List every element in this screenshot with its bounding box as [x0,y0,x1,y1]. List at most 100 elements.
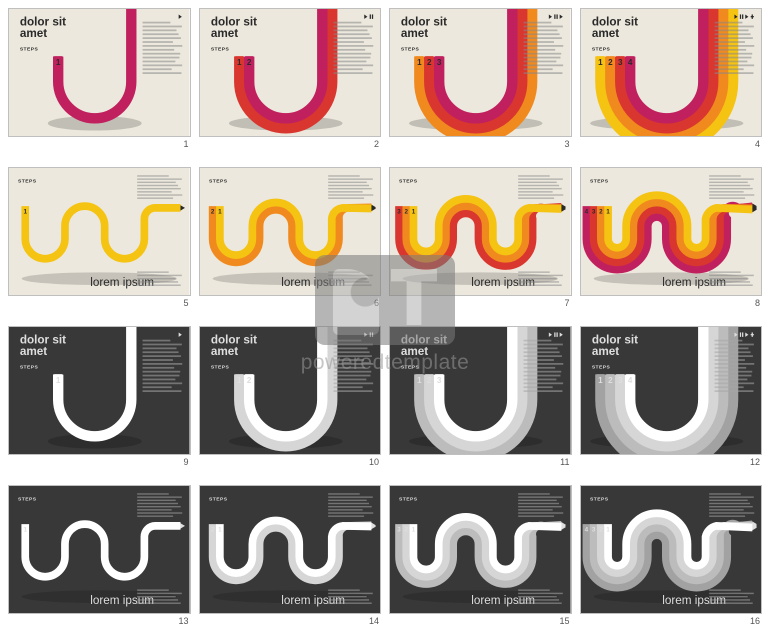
thumbnail-cell: 1234 STEPS lorem ipsum 16 [580,485,763,626]
thumbnail-cell: 1 dolor sit amet STEPS 9 [8,326,191,467]
svg-text:STEPS: STEPS [590,179,609,185]
svg-text:STEPS: STEPS [591,365,610,371]
svg-text:STEPS: STEPS [590,497,609,503]
svg-text:1: 1 [417,376,422,385]
slide-thumbnail[interactable]: 1 dolor sit amet STEPS [8,8,191,137]
svg-text:STEPS: STEPS [401,365,420,371]
svg-text:amet: amet [401,27,428,40]
svg-text:2: 2 [599,526,603,533]
svg-text:3: 3 [397,208,401,215]
slide-thumbnail[interactable]: 12 dolor sit amet STEPS [199,8,382,137]
svg-text:1: 1 [56,376,61,385]
slide-thumbnail[interactable]: 12 STEPS lorem ipsum [199,485,382,614]
thumbnail-cell: 123 dolor sit amet STEPS 3 [389,8,572,149]
slide-number: 3 [389,137,572,149]
svg-text:1: 1 [218,526,222,533]
svg-text:1: 1 [412,208,416,215]
thumbnail-cell: 1234 STEPS lorem ipsum 8 [580,167,763,308]
svg-text:3: 3 [437,58,442,67]
thumbnail-cell: 123 dolor sit amet STEPS 11 [389,326,572,467]
thumbnail-cell: 12 STEPS lorem ipsum 14 [199,485,382,626]
svg-text:2: 2 [210,208,214,215]
slide-thumbnail[interactable]: 1234 dolor sit amet STEPS [580,8,763,137]
svg-text:amet: amet [20,27,47,40]
slide-thumbnail[interactable]: 123 STEPS lorem ipsum [389,485,572,614]
thumbnail-cell: 12 STEPS lorem ipsum 6 [199,167,382,308]
svg-text:1: 1 [23,208,27,215]
svg-text:1: 1 [236,376,241,385]
svg-text:STEPS: STEPS [401,47,420,53]
svg-text:4: 4 [584,208,588,215]
svg-text:2: 2 [404,208,408,215]
slide-number: 16 [580,614,763,626]
svg-text:STEPS: STEPS [399,179,418,185]
slide-number: 6 [199,296,382,308]
slide-number: 8 [580,296,763,308]
svg-text:STEPS: STEPS [20,365,39,371]
svg-text:3: 3 [437,376,442,385]
svg-text:3: 3 [591,208,595,215]
svg-text:2: 2 [599,208,603,215]
svg-text:2: 2 [210,526,214,533]
svg-text:1: 1 [598,58,603,67]
thumbnail-cell: 1234 dolor sit amet STEPS 4 [580,8,763,149]
svg-text:STEPS: STEPS [591,47,610,53]
svg-text:1: 1 [412,526,416,533]
slide-thumbnail[interactable]: 1 STEPS lorem ipsum [8,485,191,614]
svg-text:2: 2 [404,526,408,533]
slide-thumbnail[interactable]: 1 dolor sit amet STEPS [8,326,191,455]
svg-text:amet: amet [591,345,618,358]
svg-text:2: 2 [246,376,251,385]
svg-text:STEPS: STEPS [18,179,37,185]
slide-thumbnail[interactable]: 123 STEPS lorem ipsum [389,167,572,296]
svg-text:amet: amet [20,345,47,358]
thumbnail-cell: 1 STEPS lorem ipsum 13 [8,485,191,626]
slide-number: 14 [199,614,382,626]
slide-number: 10 [199,455,382,467]
slide-thumbnail[interactable]: 1 STEPS lorem ipsum [8,167,191,296]
svg-text:STEPS: STEPS [210,365,229,371]
slide-thumbnail[interactable]: 1234 dolor sit amet STEPS [580,326,763,455]
slide-number: 5 [8,296,191,308]
thumbnail-cell: 1 STEPS lorem ipsum 5 [8,167,191,308]
svg-text:1: 1 [606,526,610,533]
svg-text:1: 1 [417,58,422,67]
svg-text:3: 3 [397,526,401,533]
slide-number: 1 [8,137,191,149]
svg-text:2: 2 [427,58,432,67]
slide-number: 7 [389,296,572,308]
svg-text:amet: amet [210,27,237,40]
thumbnail-grid: 1 dolor sit amet STEPS 1 12 dolor sit am… [0,0,770,630]
svg-text:2: 2 [427,376,432,385]
svg-text:amet: amet [591,27,618,40]
svg-text:1: 1 [606,208,610,215]
svg-text:amet: amet [401,345,428,358]
slide-thumbnail[interactable]: 12 dolor sit amet STEPS [199,326,382,455]
svg-text:2: 2 [608,58,613,67]
svg-text:3: 3 [617,58,622,67]
svg-text:3: 3 [617,376,622,385]
svg-text:4: 4 [627,376,632,385]
svg-text:STEPS: STEPS [209,179,228,185]
svg-text:1: 1 [218,208,222,215]
slide-number: 4 [580,137,763,149]
slide-thumbnail[interactable]: 1234 STEPS lorem ipsum [580,485,763,614]
slide-thumbnail[interactable]: 123 dolor sit amet STEPS [389,326,572,455]
svg-text:STEPS: STEPS [18,497,37,503]
svg-text:2: 2 [608,376,613,385]
svg-text:STEPS: STEPS [210,47,229,53]
thumbnail-cell: 123 STEPS lorem ipsum 7 [389,167,572,308]
slide-number: 15 [389,614,572,626]
slide-thumbnail[interactable]: 12 STEPS lorem ipsum [199,167,382,296]
slide-thumbnail[interactable]: 1234 STEPS lorem ipsum [580,167,763,296]
slide-number: 13 [8,614,191,626]
svg-text:4: 4 [584,526,588,533]
slide-number: 9 [8,455,191,467]
slide-number: 11 [389,455,572,467]
slide-number: 2 [199,137,382,149]
svg-text:1: 1 [56,58,61,67]
svg-text:STEPS: STEPS [399,497,418,503]
slide-thumbnail[interactable]: 123 dolor sit amet STEPS [389,8,572,137]
thumbnail-cell: 12 dolor sit amet STEPS 10 [199,326,382,467]
slide-number: 12 [580,455,763,467]
